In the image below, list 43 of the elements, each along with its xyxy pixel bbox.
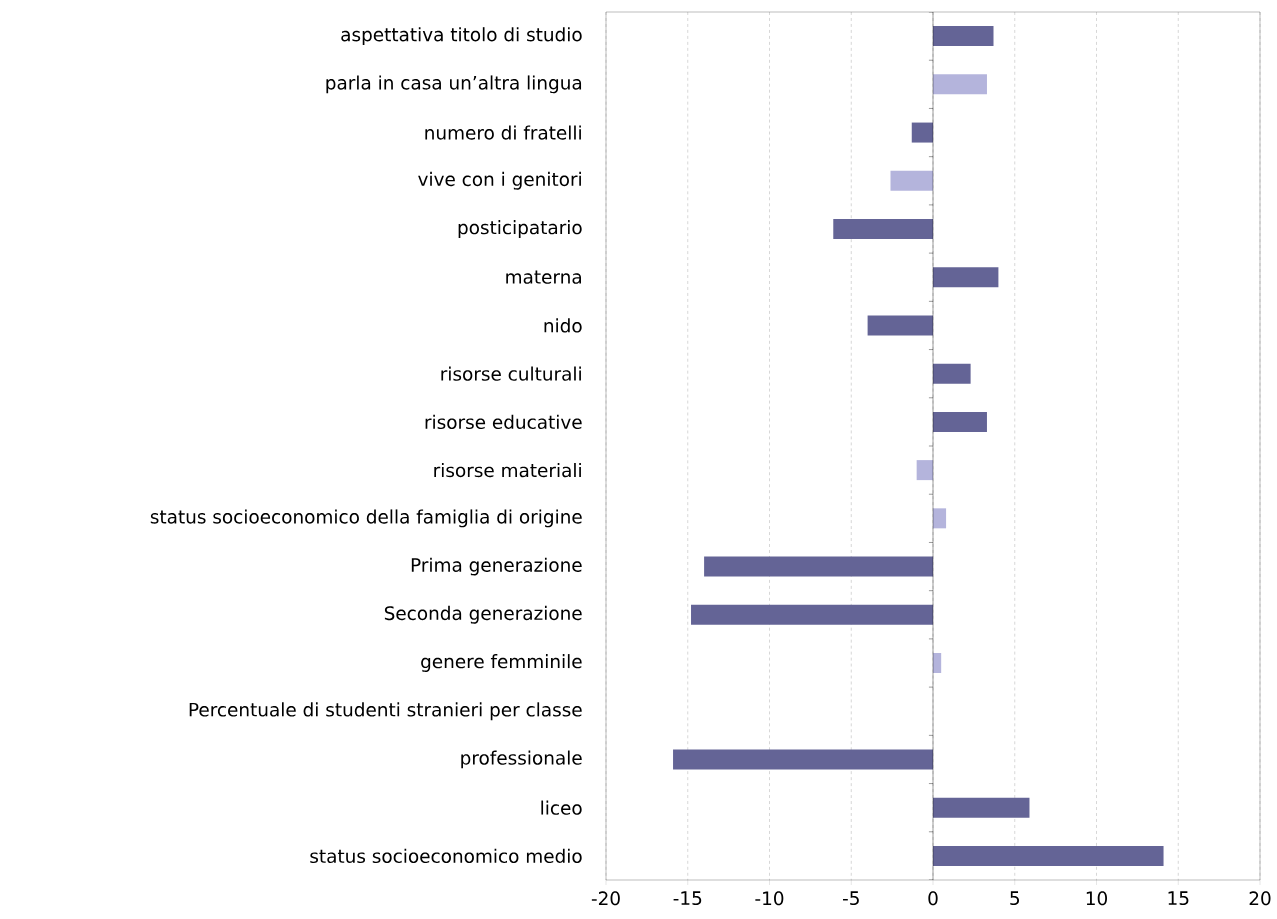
y-tick-label: nido [544,318,582,333]
bar [933,411,987,432]
bar [916,460,933,481]
y-tick-label: liceo [541,800,582,815]
y-tick-label: numero di fratelli [425,125,581,140]
y-tick-label: Percentuale di studenti stranieri per classe [189,702,582,721]
x-tick-label: 0 [928,891,938,906]
x-tick-label: 5 [1010,891,1020,906]
bar [704,556,933,577]
y-tick-label: Seconda generazione [384,605,582,624]
bar [691,604,933,625]
x-tick-label: -10 [755,891,784,906]
bar [933,363,971,384]
x-tick-label: 20 [1249,891,1271,906]
y-tick-label: status socioeconomico medio [310,848,582,864]
bar [673,749,933,770]
y-tick-label: risorse educative [425,414,582,430]
y-tick-label: vive con i genitori [418,171,581,190]
y-tick-label: materna [506,270,581,284]
x-tick-label: 15 [1168,891,1189,906]
y-tick-label: posticipatario [458,220,582,238]
y-tick-label: parla in casa un’altra lingua [326,75,582,94]
bar [867,315,933,336]
y-tick-label: aspettativa titolo di studio [341,27,582,46]
y-tick-label: professionale [461,750,582,769]
y-tick-label: risorse materiali [434,462,581,478]
y-tick-label: status socioeconomico della famiglia di origine [150,509,582,528]
bar [911,122,933,143]
y-tick-label: risorse culturali [441,366,581,381]
bar [933,845,1164,866]
bar [933,267,999,288]
x-tick-label: 10 [1086,891,1107,906]
y-tick-label: genere femminile [421,654,582,672]
bar [933,508,947,529]
bar [933,74,987,95]
x-tick-label: -5 [842,891,859,906]
bar [890,170,933,191]
bar [933,797,1030,818]
x-tick-label: -20 [591,891,620,906]
bar [833,219,933,239]
bar [933,26,994,47]
x-tick-label: -15 [673,891,702,906]
y-tick-label: Prima generazione [411,557,582,576]
